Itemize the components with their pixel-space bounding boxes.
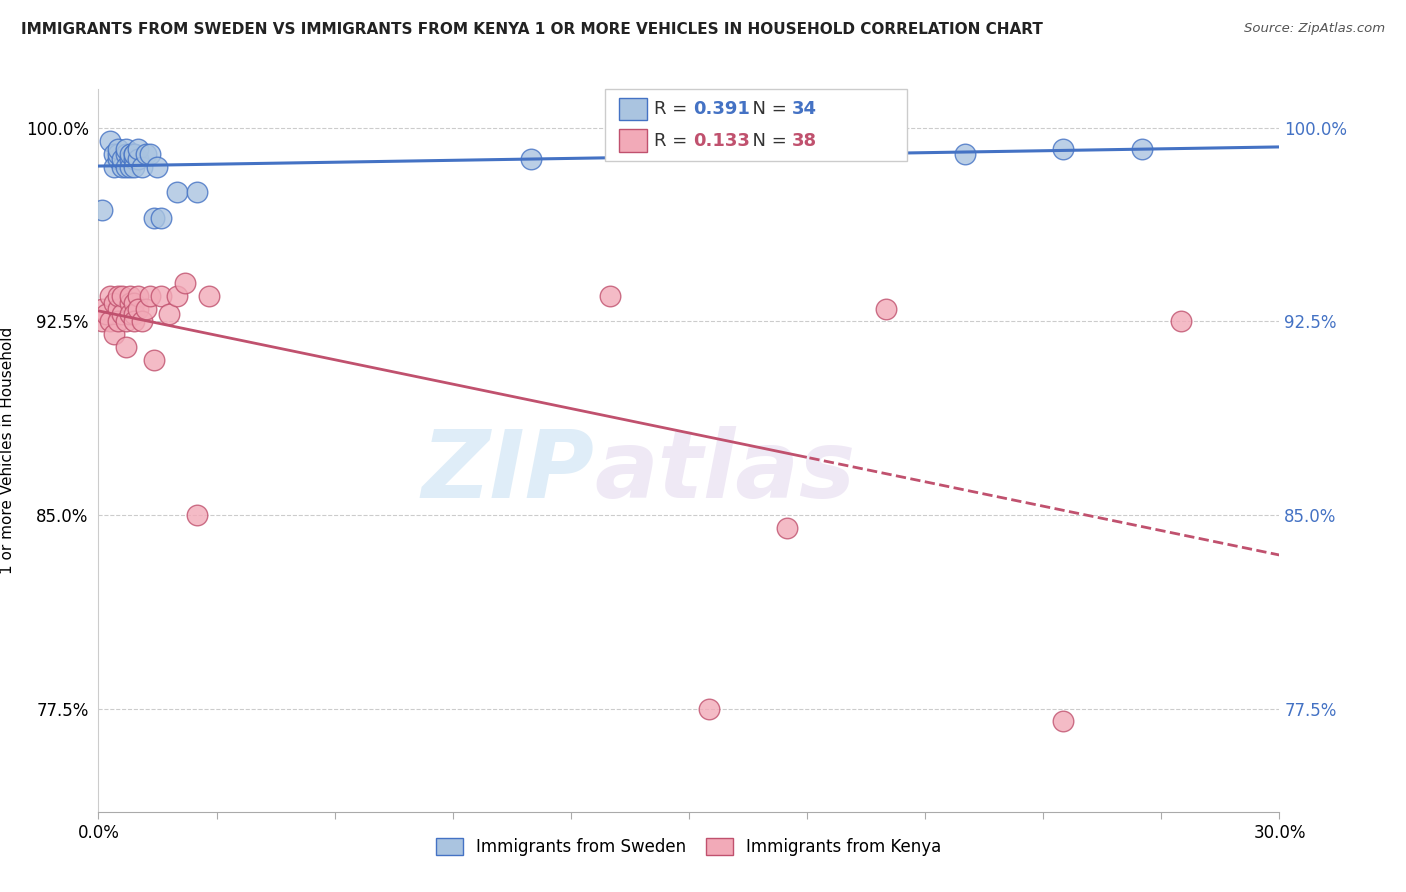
Point <box>118 296 141 310</box>
Point <box>186 508 208 522</box>
Point <box>107 146 129 161</box>
Text: R =: R = <box>654 100 693 118</box>
Point <box>1052 714 1074 729</box>
Point <box>166 186 188 200</box>
Point <box>619 142 641 156</box>
Point <box>1170 314 1192 328</box>
Point <box>115 160 138 174</box>
Text: Source: ZipAtlas.com: Source: ZipAtlas.com <box>1244 22 1385 36</box>
Point <box>150 211 173 226</box>
Y-axis label: 1 or more Vehicles in Household: 1 or more Vehicles in Household <box>0 326 14 574</box>
Point <box>122 314 145 328</box>
Point <box>122 160 145 174</box>
Point <box>107 314 129 328</box>
Point <box>122 146 145 161</box>
Point <box>953 146 976 161</box>
Point <box>98 288 121 302</box>
Point <box>875 301 897 316</box>
Text: ZIP: ZIP <box>422 426 595 518</box>
Point <box>118 288 141 302</box>
Point <box>166 288 188 302</box>
Point <box>127 288 149 302</box>
Point <box>103 296 125 310</box>
Point <box>115 146 138 161</box>
Text: N =: N = <box>741 100 793 118</box>
Text: 34: 34 <box>792 100 817 118</box>
Point <box>1130 142 1153 156</box>
Point <box>118 146 141 161</box>
Text: R =: R = <box>654 132 693 150</box>
Point <box>150 288 173 302</box>
Point <box>776 521 799 535</box>
Point <box>157 307 180 321</box>
Text: 0.133: 0.133 <box>693 132 749 150</box>
Point <box>91 301 114 316</box>
Text: atlas: atlas <box>595 426 856 518</box>
Point <box>197 288 219 302</box>
Point <box>111 307 134 321</box>
Point <box>122 296 145 310</box>
Point <box>127 142 149 156</box>
Point <box>96 307 118 321</box>
Point <box>103 160 125 174</box>
Point <box>111 288 134 302</box>
Text: N =: N = <box>741 132 793 150</box>
Point <box>115 340 138 354</box>
Point <box>142 211 165 226</box>
Point <box>127 152 149 166</box>
Point <box>115 314 138 328</box>
Point <box>91 314 114 328</box>
Point <box>186 186 208 200</box>
Point <box>107 301 129 316</box>
Point <box>107 142 129 156</box>
Text: 38: 38 <box>792 132 817 150</box>
Point <box>174 276 197 290</box>
Point <box>131 314 153 328</box>
Point <box>131 160 153 174</box>
Point <box>146 160 169 174</box>
Point <box>103 327 125 342</box>
Point <box>118 160 141 174</box>
Point <box>91 203 114 218</box>
Point <box>118 152 141 166</box>
Point <box>111 160 134 174</box>
Point <box>142 353 165 368</box>
Point <box>98 134 121 148</box>
Point <box>111 152 134 166</box>
Point <box>118 307 141 321</box>
Point <box>138 288 160 302</box>
Text: IMMIGRANTS FROM SWEDEN VS IMMIGRANTS FROM KENYA 1 OR MORE VEHICLES IN HOUSEHOLD : IMMIGRANTS FROM SWEDEN VS IMMIGRANTS FRO… <box>21 22 1043 37</box>
Point <box>1052 142 1074 156</box>
Point <box>135 146 157 161</box>
Point <box>520 152 543 166</box>
Point <box>107 288 129 302</box>
Point <box>697 701 720 715</box>
Point <box>122 146 145 161</box>
Point <box>115 142 138 156</box>
Point <box>98 314 121 328</box>
Legend: Immigrants from Sweden, Immigrants from Kenya: Immigrants from Sweden, Immigrants from … <box>427 830 950 865</box>
Point <box>127 301 149 316</box>
Point <box>135 301 157 316</box>
Text: 0.391: 0.391 <box>693 100 749 118</box>
Point <box>103 146 125 161</box>
Point <box>122 152 145 166</box>
Point <box>138 146 160 161</box>
Point <box>599 288 621 302</box>
Point <box>107 152 129 166</box>
Point <box>122 307 145 321</box>
